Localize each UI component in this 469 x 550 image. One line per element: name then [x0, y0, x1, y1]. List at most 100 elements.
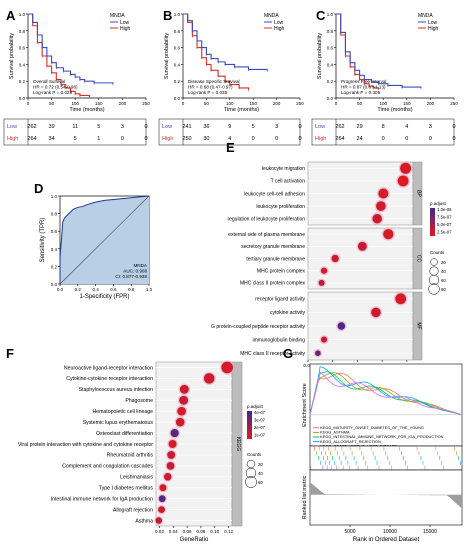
legend-padj-tick: 4e-07: [254, 410, 266, 415]
legend-padj-tick: 2.5e-07: [437, 230, 452, 235]
go-term-label: tertiary granule membrane: [246, 256, 305, 262]
x-tick-label: 250: [142, 101, 150, 106]
risk-value-low: 0: [298, 124, 301, 130]
x-tick-label: 0.08: [196, 529, 205, 534]
x-tick-label: 100: [226, 101, 234, 106]
y-axis-label: Sensitivity (TPR): [40, 218, 46, 263]
gsea-es-ylabel: Enrichment Score: [302, 383, 308, 427]
go-dot: [315, 350, 321, 357]
legend-count-tick: 60: [258, 480, 263, 485]
panel-letter-a: A: [6, 8, 16, 23]
go-dotplot: BP leukocyte migration T cell activation le…: [211, 161, 452, 376]
kegg-dot: [167, 451, 176, 459]
panel-letter-g: G: [283, 346, 293, 361]
risk-table-frame: [3, 118, 147, 146]
legend-label-high: High: [428, 26, 439, 32]
kegg-term-label: Neuroactive ligand-receptor interaction: [64, 365, 153, 371]
kegg-dot: [203, 373, 215, 384]
go-term-label: secretory granule membrane: [241, 244, 305, 250]
legend-label-low: Low: [428, 20, 438, 26]
risk-value-high: 0: [382, 136, 385, 142]
roc-curve: [59, 195, 150, 284]
y-tick-label: 0.8: [174, 29, 181, 34]
kegg-dot: [170, 428, 179, 438]
x-tick-label: 150: [95, 101, 103, 106]
risk-value-high: 5: [74, 136, 77, 142]
y-tick-label: 0.2: [327, 79, 334, 84]
kegg-term-label: Staphylococcus aureus infection: [79, 387, 154, 393]
risk-value-high: 0: [275, 136, 278, 142]
legend-count-tick: 20: [441, 260, 446, 265]
y-tick-label: 0.0: [51, 282, 58, 287]
kegg-dot: [175, 417, 185, 427]
y-axis-label: Survival probability: [9, 33, 15, 79]
x-tick-label: 50: [204, 101, 210, 106]
x-tick-label: 150: [403, 101, 411, 106]
risk-value-low: 3: [275, 124, 278, 130]
risk-label-high: High: [162, 136, 173, 142]
panel-letter-d: D: [34, 181, 43, 196]
km-stat-line: Disease Specific Survival: [188, 79, 240, 84]
gsea-hits-frame: [309, 445, 463, 471]
risk-table-frame: [158, 118, 301, 146]
kegg-dot: [177, 406, 186, 416]
x-tick-label: 150: [249, 101, 257, 106]
kegg-dot: [179, 384, 189, 394]
x-tick-label: 1.0: [146, 287, 153, 292]
risk-value-low: 0: [452, 124, 455, 130]
kegg-dot: [179, 395, 189, 405]
km-panel-c: 0.0 0.2 0.4 0.6 0.8 1.0 0 50 100 150 200 250 Time (m…: [311, 12, 458, 146]
go-term-label: leukocyte proliferation: [256, 204, 305, 210]
km-curve-high: [336, 13, 380, 89]
kegg-term-label: Type I diabetes mellitus: [99, 486, 154, 492]
km-stat-line: Overall Survival: [33, 79, 65, 84]
go-term-label: G protein-coupled peptide receptor activ…: [211, 324, 305, 330]
y-tick-label: 0.6: [327, 46, 334, 51]
risk-value-high: 0: [252, 136, 255, 142]
legend-count-tick: 60: [441, 278, 446, 283]
go-dot: [400, 162, 412, 174]
risk-value-high: 30: [203, 136, 209, 142]
x-axis-label: 1-Specificity (FPR): [79, 294, 129, 300]
risk-value-low: 11: [72, 124, 78, 130]
go-term-label: MHC class II protein complex: [240, 281, 306, 287]
y-tick-label: 0.0: [19, 96, 26, 101]
kegg-term-label: Allograft rejection: [113, 507, 153, 513]
panel-letter-b: B: [163, 8, 172, 23]
x-tick-label: 0.6: [110, 287, 117, 292]
legend-padj-title: p.adjust: [430, 201, 447, 206]
go-dot: [395, 293, 407, 305]
y-tick-label: 0.0: [174, 96, 181, 101]
legend-count-title: Counts: [430, 250, 445, 255]
go-group-mf: MF receptor ligand activity cytokine activ…: [211, 291, 423, 361]
y-tick-label: 0.2: [174, 79, 181, 84]
y-axis-label: Survival probability: [164, 33, 170, 79]
risk-value-high: 4: [228, 136, 231, 142]
legend-count-title: Counts: [247, 452, 262, 457]
go-term-label: regulation of leukocyte proliferation: [227, 217, 305, 223]
kegg-dotplot: KEGG Neuroactive ligand-receptor interact…: [18, 360, 266, 543]
kegg-term-label: Osteoclast differentiation: [96, 431, 153, 437]
risk-value-high: 0: [121, 136, 124, 142]
risk-value-low: 262: [335, 124, 344, 130]
km-curve-low: [336, 13, 422, 88]
km-curve-low: [183, 13, 268, 71]
legend-title: MNDA: [110, 13, 125, 19]
kegg-term-label: Hematopoietic cell lineage: [92, 409, 153, 415]
kegg-dot: [155, 517, 163, 524]
x-tick-label: 0: [27, 101, 30, 106]
legend-count-circle: [428, 283, 440, 295]
risk-value-low: 39: [49, 124, 55, 130]
legend-padj-tick: 1.0e-06: [437, 207, 452, 212]
risk-label-low: Low: [162, 124, 172, 130]
kegg-term-label: Complement and coagulation cascades: [62, 464, 153, 470]
legend-count-tick: 80: [441, 287, 446, 292]
x-tick-label: 100: [71, 101, 79, 106]
panel-letter-f: F: [6, 346, 14, 361]
legend-padj-tick: 3e-07: [254, 418, 266, 423]
legend-count-circle: [246, 459, 256, 469]
panel-letter-e: E: [226, 140, 235, 155]
kegg-dot: [163, 473, 172, 481]
